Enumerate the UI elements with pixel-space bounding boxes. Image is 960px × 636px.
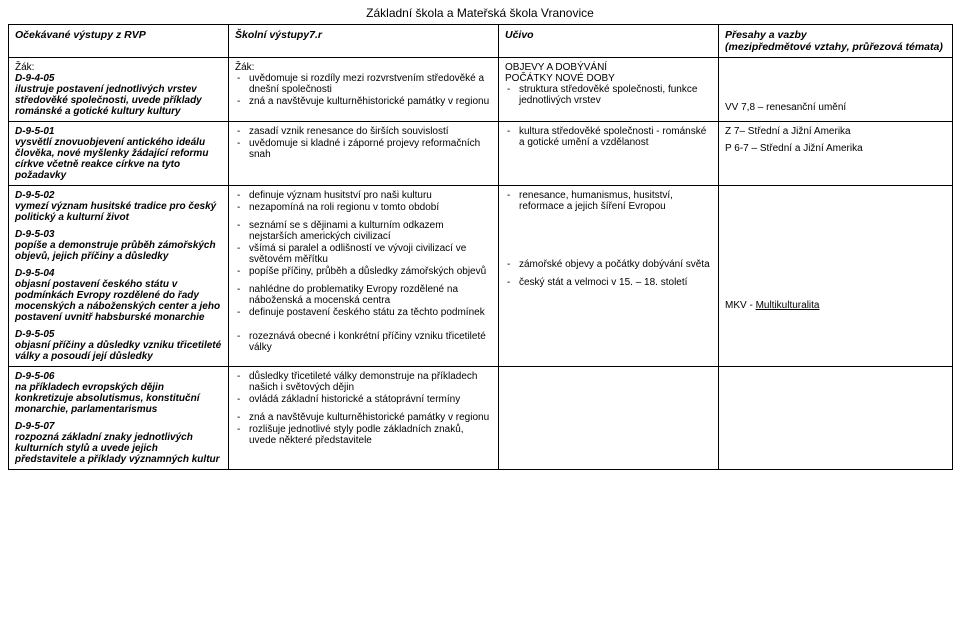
outcome-text: objasní příčiny a důsledky vzniku třicet… xyxy=(15,340,222,362)
cell-outcomes: Žák: D-9-4-05 ilustruje postavení jednot… xyxy=(9,58,229,122)
outcome-text: objasní postavení českého státu v podmín… xyxy=(15,279,222,323)
table-row: D-9-5-02 vymezí význam husitské tradice … xyxy=(9,186,953,367)
cell-subject xyxy=(499,367,719,470)
list-item: český stát a velmoci v 15. – 18. století xyxy=(519,277,712,288)
code: D-9-5-05 xyxy=(15,329,222,340)
cross-ref: VV 7,8 – renesanční umění xyxy=(725,102,946,113)
header-col4: Přesahy a vazby (mezipředmětové vztahy, … xyxy=(719,25,953,58)
list-item: důsledky třicetileté války demonstruje n… xyxy=(249,371,492,393)
list-item: nahlédne do problematiky Evropy rozdělen… xyxy=(249,284,492,306)
list-item: uvědomuje si kladné i záporné projevy re… xyxy=(249,138,492,160)
header-col2: Školní výstupy7.r xyxy=(229,25,499,58)
code: D-9-5-04 xyxy=(15,268,222,279)
list-item: definuje postavení českého státu za těch… xyxy=(249,307,492,318)
cell-outcomes: D-9-5-06 na příkladech evropských dějin … xyxy=(9,367,229,470)
multiculturality-link[interactable]: Multikulturalita xyxy=(756,300,820,311)
outcome-text: na příkladech evropských dějin konkretiz… xyxy=(15,382,222,415)
table-row: Žák: D-9-4-05 ilustruje postavení jednot… xyxy=(9,58,953,122)
outcome-text: ilustruje postavení jednotlivých vrstev … xyxy=(15,84,222,117)
outcome-text: vymezí význam husitské tradice pro český… xyxy=(15,201,222,223)
code: D-9-4-05 xyxy=(15,73,222,84)
topic-heading: OBJEVY A DOBÝVÁNÍ xyxy=(505,62,712,73)
cross-ref: MKV - Multikulturalita xyxy=(725,300,946,311)
list-item: zná a navštěvuje kulturněhistorické pamá… xyxy=(249,96,492,107)
cell-outcomes: D-9-5-01 vysvětlí znovuobjevení antickéh… xyxy=(9,122,229,186)
cell-links: Z 7– Střední a Jižní Amerika P 6-7 – Stř… xyxy=(719,122,953,186)
cell-links: MKV - Multikulturalita xyxy=(719,186,953,367)
outcome-text: popíše a demonstruje průběh zámořských o… xyxy=(15,240,222,262)
list-item: renesance, humanismus, husitství, reform… xyxy=(519,190,712,212)
code: D-9-5-06 xyxy=(15,371,222,382)
cell-outcomes: D-9-5-02 vymezí význam husitské tradice … xyxy=(9,186,229,367)
cell-subject: renesance, humanismus, husitství, reform… xyxy=(499,186,719,367)
table-row: D-9-5-06 na příkladech evropských dějin … xyxy=(9,367,953,470)
cell-links: VV 7,8 – renesanční umění xyxy=(719,58,953,122)
list-item: popíše příčiny, průběh a důsledky zámořs… xyxy=(249,266,492,277)
list-item: rozlišuje jednotlivé styly podle základn… xyxy=(249,424,492,446)
code: D-9-5-02 xyxy=(15,190,222,201)
topic-heading: POČÁTKY NOVÉ DOBY xyxy=(505,73,712,84)
list-item: seznámí se s dějinami a kulturním odkaze… xyxy=(249,220,492,242)
cross-ref: P 6-7 – Střední a Jižní Amerika xyxy=(725,143,946,154)
list-item: definuje význam husitství pro naši kultu… xyxy=(249,190,492,201)
outcome-text: vysvětlí znovuobjevení antického ideálu … xyxy=(15,137,222,181)
cross-ref: Z 7– Střední a Jižní Amerika xyxy=(725,126,946,137)
page-title: Základní škola a Mateřská škola Vranovic… xyxy=(0,0,960,24)
cell-links xyxy=(719,367,953,470)
list-item: struktura středověké společnosti, funkce… xyxy=(519,84,712,106)
cell-subject: OBJEVY A DOBÝVÁNÍ POČÁTKY NOVÉ DOBY stru… xyxy=(499,58,719,122)
cell-school-outputs: zasadí vznik renesance do širších souvis… xyxy=(229,122,499,186)
header-row: Očekávané výstupy z RVP Školní výstupy7.… xyxy=(9,25,953,58)
code: D-9-5-03 xyxy=(15,229,222,240)
curriculum-table: Očekávané výstupy z RVP Školní výstupy7.… xyxy=(8,24,953,470)
header-col3: Učivo xyxy=(499,25,719,58)
list-item: ovládá základní historické a státoprávní… xyxy=(249,394,492,405)
cell-school-outputs: Žák: uvědomuje si rozdíly mezi rozvrstve… xyxy=(229,58,499,122)
student-label: Žák: xyxy=(15,62,222,73)
list-item: uvědomuje si rozdíly mezi rozvrstvením s… xyxy=(249,73,492,95)
code: D-9-5-07 xyxy=(15,421,222,432)
table-row: D-9-5-01 vysvětlí znovuobjevení antickéh… xyxy=(9,122,953,186)
list-item: kultura středověké společnosti - románsk… xyxy=(519,126,712,148)
list-item: zasadí vznik renesance do širších souvis… xyxy=(249,126,492,137)
list-item: rozeznává obecné i konkrétní příčiny vzn… xyxy=(249,331,492,353)
outcome-text: rozpozná základní znaky jednotlivých kul… xyxy=(15,432,222,465)
header-col1: Očekávané výstupy z RVP xyxy=(9,25,229,58)
list-item: zná a navštěvuje kulturněhistorické pamá… xyxy=(249,412,492,423)
cell-school-outputs: důsledky třicetileté války demonstruje n… xyxy=(229,367,499,470)
cell-school-outputs: definuje význam husitství pro naši kultu… xyxy=(229,186,499,367)
list-item: všímá si paralel a odlišností ve vývoji … xyxy=(249,243,492,265)
student-label: Žák: xyxy=(235,62,492,73)
code: D-9-5-01 xyxy=(15,126,222,137)
list-item: nezapomíná na roli regionu v tomto obdob… xyxy=(249,202,492,213)
list-item: zámořské objevy a počátky dobývání světa xyxy=(519,259,712,270)
cell-subject: kultura středověké společnosti - románsk… xyxy=(499,122,719,186)
